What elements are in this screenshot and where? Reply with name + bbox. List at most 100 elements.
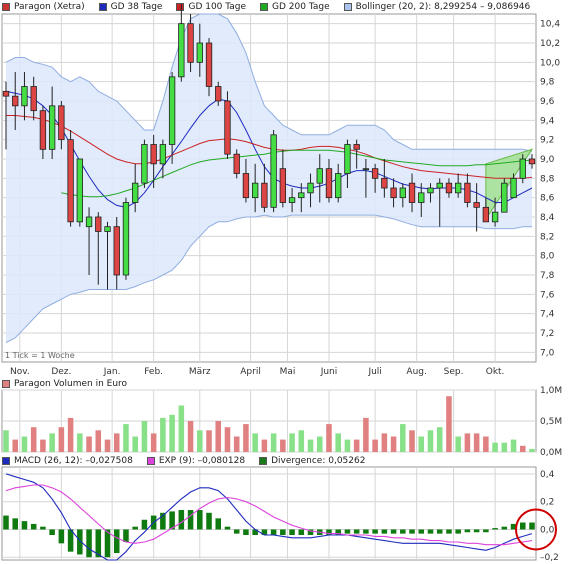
candle-up (21, 86, 28, 107)
volume-bar (353, 439, 360, 452)
divergence-bar (501, 526, 508, 530)
divergence-bar (233, 529, 240, 534)
candle-up (491, 211, 499, 223)
price-y-tick-label: 8,8 (540, 174, 555, 184)
candle-down (113, 226, 120, 276)
x-tick-label: Aug. (406, 367, 426, 377)
volume-bar (21, 436, 28, 452)
candle-down (12, 95, 19, 107)
price-y-tick-label: 8,6 (540, 194, 555, 204)
divergence-bar (529, 522, 535, 530)
volume-bar (178, 405, 185, 452)
price-y-tick-label: 7,6 (540, 290, 555, 300)
candle-down (205, 42, 213, 87)
legend-swatch (176, 3, 185, 11)
divergence-bar (215, 518, 222, 530)
candle-down (482, 206, 490, 223)
ma-line-gd-200-tage (61, 149, 533, 198)
divergence-bar (252, 529, 258, 536)
bollinger-lower-line (5, 214, 532, 344)
candle-down (233, 153, 240, 174)
candle-down (39, 110, 47, 150)
candle-up (76, 158, 83, 223)
price-legend-item: Paragon (Xetra) (2, 2, 85, 12)
highlight-circle (515, 508, 557, 551)
macd-line-macd-26-12- (5, 473, 533, 561)
ma-line-gd-38-tage (5, 90, 533, 208)
candle-up (168, 76, 176, 145)
volume-bar (529, 448, 535, 452)
volume-bar (289, 433, 295, 452)
x-tick-label: Feb. (144, 367, 163, 377)
macd-y-tick-label: 0,0 (540, 525, 555, 535)
volume-bar (187, 421, 194, 452)
divergence-bar (95, 529, 102, 558)
divergence-bar (455, 529, 461, 534)
legend-swatch (2, 380, 10, 388)
candles (2, 4, 536, 290)
volume-bar (520, 445, 526, 452)
volume-bar (12, 439, 18, 452)
volume-bar (464, 433, 471, 452)
x-tick-label: Jan. (103, 367, 121, 377)
divergence-bar (21, 521, 28, 530)
volume-bar (150, 433, 157, 452)
candle-down (279, 168, 287, 203)
divergence-bar (418, 529, 425, 534)
price-y-tick-label: 9,4 (540, 116, 555, 126)
legend-label: Paragon (Xetra) (14, 2, 85, 12)
price-legend: Paragon (Xetra) GD 38 Tage GD 100 Tage GD 2… (2, 1, 544, 13)
legend-label: Divergence: 0,05262 (271, 456, 366, 466)
divergence-bar (492, 528, 498, 530)
volume-bar (298, 430, 305, 452)
divergence-bar (390, 529, 397, 534)
macd-y-tick-label: 0,4 (540, 470, 555, 480)
price-y-tick-label: 8,4 (540, 213, 555, 223)
legend-swatch (2, 457, 10, 465)
volume-bar (58, 427, 65, 452)
volume-bar (436, 427, 443, 452)
volume-bar (132, 436, 138, 452)
divergence-bar (409, 529, 415, 534)
divergence-bar (197, 510, 203, 530)
candle-up (298, 192, 305, 199)
divergence-bar (261, 529, 268, 536)
price-y-tick-label: 10,0 (540, 58, 560, 68)
candle-up (455, 182, 462, 194)
bollinger-upper-line (5, 13, 533, 152)
volume-bar (197, 430, 203, 452)
volume-bar (123, 424, 129, 452)
candle-down (2, 90, 10, 97)
candle-up (418, 192, 425, 203)
volume-bar (473, 433, 480, 452)
volume-bar (501, 442, 508, 452)
candle-up (196, 42, 203, 63)
candle-up (501, 182, 508, 213)
candle-down (67, 139, 74, 223)
volume-bar (40, 439, 46, 452)
candle-down (390, 187, 397, 199)
divergence-bar (483, 529, 489, 533)
volume-bar (86, 436, 92, 452)
volume-bar (510, 439, 517, 452)
divergence-bar (141, 519, 148, 530)
candle-down (95, 216, 102, 232)
volume-bar (492, 442, 498, 452)
candle-down (445, 182, 453, 194)
divergence-bar (77, 529, 83, 555)
macd-y-tick-label: –0,2 (540, 553, 559, 563)
divergence-bar (372, 529, 378, 534)
divergence-bar (178, 510, 185, 530)
candle-up (132, 182, 139, 203)
price-y-tick-label: 7,8 (540, 271, 555, 281)
price-y-tick-label: 9,0 (540, 155, 555, 165)
price-legend-item: Bollinger (20, 2): 8,299254 – 9,086946 (343, 2, 530, 12)
divergence-bar (446, 529, 452, 534)
candle-up (307, 182, 314, 194)
x-tick-label: März (189, 367, 211, 377)
volume-bar (3, 430, 9, 452)
divergence-bar (113, 529, 120, 554)
x-tick-label: Mai (280, 367, 296, 377)
legend-swatch (259, 457, 268, 465)
x-tick-label: Nov. (10, 367, 30, 377)
